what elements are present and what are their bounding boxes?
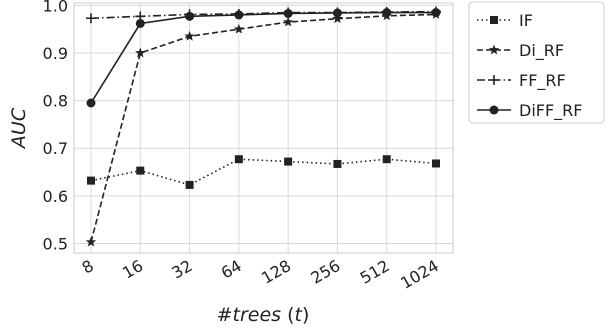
- grid: [74, 3, 453, 253]
- series-line: [90, 158, 437, 186]
- legend: IF Di_RF FF_RF DiFF_RF: [468, 1, 605, 124]
- series-line: [90, 11, 436, 104]
- x-axis-label: #trees (t): [217, 304, 310, 326]
- legend-marker: [489, 105, 499, 115]
- data-point: [184, 30, 195, 41]
- data-point: [135, 18, 145, 28]
- plot-frame: [73, 2, 454, 254]
- series-diff-rf: [86, 8, 441, 108]
- x-tick-label: 1024: [397, 256, 442, 293]
- series-line: [90, 10, 437, 20]
- y-tick-label: 0.6: [43, 187, 68, 206]
- data-point: [332, 8, 342, 18]
- data-point: [86, 13, 96, 24]
- legend-label: Di_RF: [519, 41, 564, 61]
- data-point: [135, 47, 146, 58]
- legend-label: DiFF_RF: [519, 101, 583, 121]
- y-tick-label: 0.9: [43, 44, 68, 63]
- legend-marker: [488, 44, 500, 55]
- x-tick-label: 64: [218, 256, 245, 283]
- data-point: [431, 8, 441, 18]
- data-point: [283, 8, 293, 18]
- legend-marker: [489, 75, 499, 85]
- legend-label: FF_RF: [519, 71, 566, 91]
- y-tick-label: 1.0: [43, 0, 68, 15]
- data-point: [382, 155, 391, 164]
- data-point: [185, 11, 195, 21]
- data-point: [185, 180, 194, 189]
- legend-item: Di_RF: [477, 41, 564, 61]
- legend-label: IF: [519, 11, 533, 30]
- x-tick-label: 8: [79, 256, 97, 278]
- data-point: [382, 8, 392, 18]
- legend-item: FF_RF: [477, 71, 566, 91]
- legend-marker: [490, 16, 498, 24]
- series-di-rf: [85, 8, 442, 247]
- x-tick-labels: 8 16 32 64 128 256 512 1024: [79, 256, 442, 293]
- data-point: [86, 98, 96, 108]
- y-axis-label: AUC: [8, 107, 30, 150]
- y-tick-label: 0.8: [43, 92, 68, 111]
- data-point: [234, 10, 244, 20]
- data-point: [234, 155, 243, 164]
- data-point: [333, 159, 342, 168]
- legend-frame: [468, 1, 605, 124]
- x-tick-label: 16: [119, 256, 146, 283]
- y-tick-labels: 0.5 0.6 0.7 0.8 0.9 1.0: [43, 0, 68, 253]
- x-tick-label: 128: [258, 256, 294, 288]
- data-point: [136, 166, 145, 175]
- data-point: [87, 176, 95, 185]
- data-point: [432, 159, 440, 168]
- series-if: [87, 155, 440, 189]
- legend-item: IF: [477, 11, 533, 30]
- x-tick-label: 32: [168, 256, 195, 283]
- x-tick-label: 256: [307, 256, 343, 288]
- data-point: [282, 16, 294, 27]
- legend-item: DiFF_RF: [477, 101, 583, 121]
- y-tick-label: 0.5: [43, 234, 68, 253]
- y-tick-label: 0.7: [43, 139, 68, 158]
- data-point: [284, 157, 293, 166]
- data-point: [233, 23, 245, 34]
- x-tick-label: 512: [357, 256, 393, 288]
- series-layer: [85, 6, 442, 247]
- series-line: [90, 13, 437, 243]
- data-point: [332, 13, 343, 24]
- data-point: [85, 236, 97, 247]
